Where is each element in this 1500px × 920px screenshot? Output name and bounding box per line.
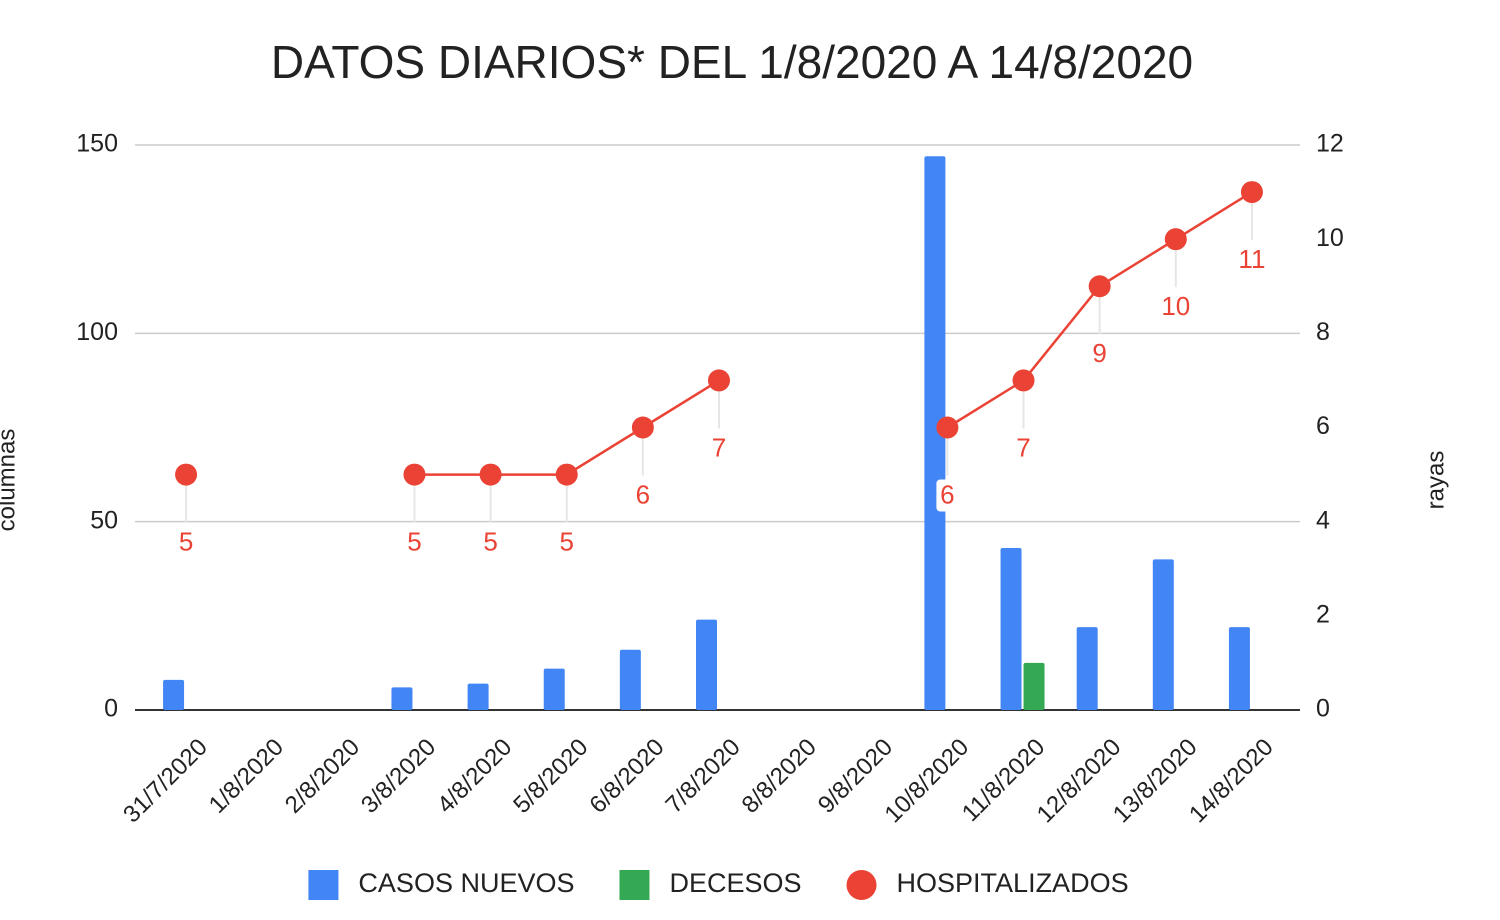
point bbox=[479, 463, 502, 486]
y-tick-label: 0 bbox=[104, 695, 118, 723]
point bbox=[1088, 275, 1111, 298]
y-tick-label: 100 bbox=[76, 318, 118, 346]
data-label: 6 bbox=[940, 479, 954, 509]
legend-swatch bbox=[619, 870, 650, 900]
label-bg bbox=[631, 479, 654, 512]
data-label: 5 bbox=[179, 526, 193, 556]
bar bbox=[467, 683, 489, 710]
y-tick-label: 50 bbox=[90, 506, 118, 534]
label-bg bbox=[1012, 432, 1035, 465]
label-bg bbox=[175, 526, 198, 559]
bar bbox=[1152, 559, 1174, 710]
point bbox=[1240, 181, 1263, 204]
y2-tick-label: 0 bbox=[1316, 695, 1330, 723]
data-label: 10 bbox=[1161, 291, 1190, 321]
label-bg bbox=[708, 432, 730, 465]
legend-label: CASOS NUEVOS bbox=[358, 868, 574, 898]
legend-label: DECESOS bbox=[669, 868, 801, 898]
label-bg bbox=[936, 479, 959, 512]
legend-label: HOSPITALIZADOS bbox=[897, 868, 1129, 898]
point bbox=[1164, 228, 1187, 251]
x-tick-label: 10/8/2020 bbox=[880, 734, 975, 829]
y-tick-label: 150 bbox=[76, 130, 118, 158]
label-bg bbox=[555, 526, 578, 559]
bar bbox=[696, 619, 717, 710]
y2-tick-label: 2 bbox=[1316, 600, 1330, 628]
label-bg bbox=[1164, 291, 1187, 324]
bar bbox=[391, 687, 413, 710]
bar bbox=[1023, 662, 1045, 710]
bar bbox=[924, 156, 946, 711]
y2-tick-label: 8 bbox=[1316, 318, 1330, 346]
data-label: 5 bbox=[483, 526, 497, 556]
label-bg bbox=[479, 526, 502, 559]
x-tick-label: 5/8/2020 bbox=[508, 734, 593, 819]
legend: CASOS NUEVOS DECESOS HOSPITALIZADOS bbox=[308, 868, 1129, 900]
point bbox=[936, 416, 959, 439]
y2-tick-label: 12 bbox=[1316, 130, 1344, 158]
point bbox=[631, 416, 654, 439]
point bbox=[708, 369, 730, 392]
x-tick-label: 1/8/2020 bbox=[204, 734, 289, 819]
y-axis-label: columnas bbox=[0, 429, 20, 532]
x-tick-label: 8/8/2020 bbox=[737, 734, 822, 819]
data-label: 5 bbox=[407, 526, 421, 556]
x-tick-label: 6/8/2020 bbox=[584, 734, 669, 819]
y2-axis-label: rayas bbox=[1422, 451, 1449, 510]
y2-tick-label: 6 bbox=[1316, 412, 1330, 440]
data-label: 7 bbox=[712, 432, 726, 462]
bar bbox=[1228, 627, 1250, 710]
legend-swatch bbox=[846, 870, 877, 900]
label-bg bbox=[1240, 244, 1263, 277]
y2-tick-label: 10 bbox=[1316, 224, 1344, 252]
chart-title: DATOS DIARIOS* DEL 1/8/2020 A 14/8/2020 bbox=[271, 36, 1193, 88]
point bbox=[555, 463, 578, 486]
x-tick-label: 2/8/2020 bbox=[280, 734, 365, 819]
data-label: 9 bbox=[1092, 338, 1106, 368]
label-bg bbox=[403, 526, 426, 559]
data-label: 6 bbox=[636, 479, 650, 509]
label-bg bbox=[1088, 338, 1111, 371]
x-tick-label: 7/8/2020 bbox=[661, 734, 746, 819]
data-label: 5 bbox=[559, 526, 573, 556]
y2-tick-label: 4 bbox=[1316, 506, 1330, 534]
legend-swatch bbox=[308, 870, 339, 900]
bar bbox=[619, 649, 641, 710]
x-tick-label: 3/8/2020 bbox=[356, 734, 441, 819]
bar bbox=[543, 668, 565, 710]
point bbox=[403, 463, 426, 486]
x-tick-label: 14/8/2020 bbox=[1184, 734, 1279, 829]
bar bbox=[1076, 627, 1098, 710]
x-tick-label: 31/7/2020 bbox=[118, 734, 213, 829]
x-tick-label: 4/8/2020 bbox=[432, 734, 517, 819]
point bbox=[175, 463, 198, 486]
bar bbox=[1000, 548, 1022, 710]
point bbox=[1012, 369, 1035, 392]
data-label: 7 bbox=[1016, 432, 1030, 462]
data-label: 11 bbox=[1238, 244, 1265, 274]
bar bbox=[163, 679, 185, 710]
